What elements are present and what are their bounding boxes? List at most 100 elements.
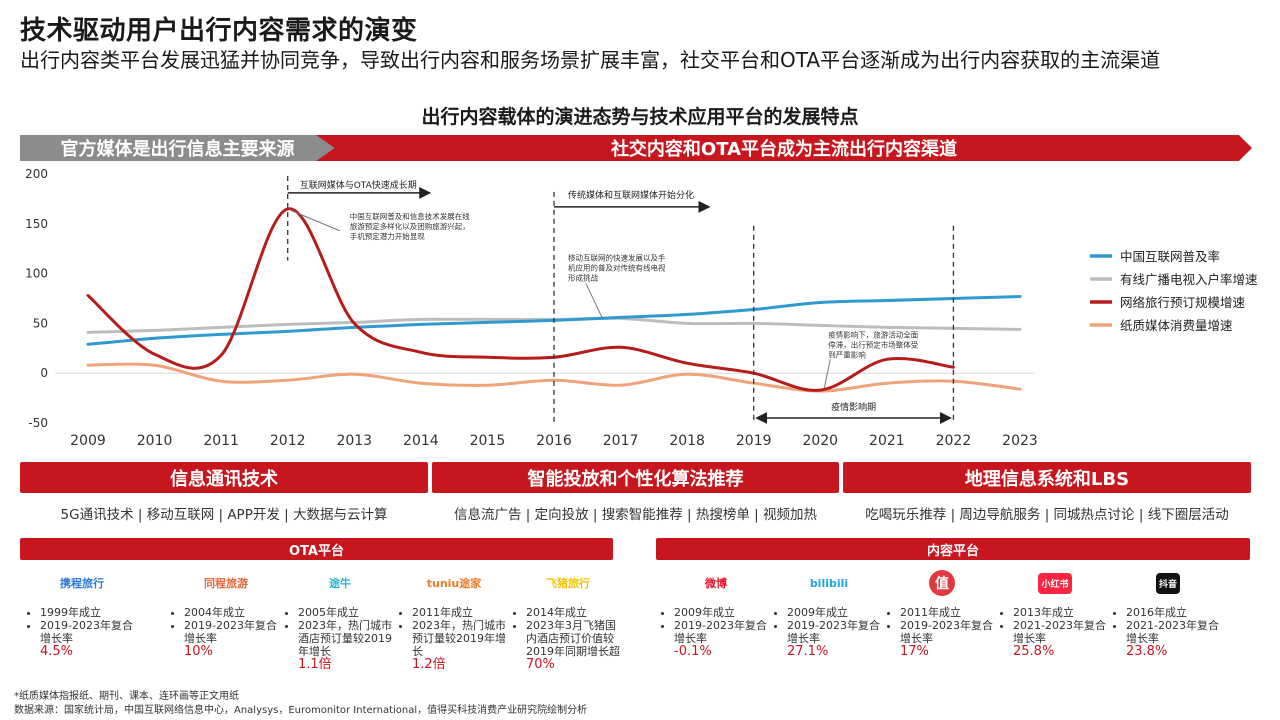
- phase-banner-official-media: 官方媒体是出行信息主要来源: [20, 135, 335, 161]
- tech-title: 地理信息系统和LBS: [964, 468, 1130, 490]
- founded-year: 2004年成立: [184, 606, 282, 619]
- growth-value: -0.1%: [674, 644, 712, 659]
- x-tick-label: 2015: [470, 433, 506, 449]
- x-tick-label: 2021: [869, 433, 905, 449]
- x-tick-label: 2010: [137, 433, 173, 449]
- growth-metric-label: 2021-2023年复合增长率: [1013, 619, 1106, 645]
- growth-value: 27.1%: [787, 644, 829, 659]
- platform-logo: 同程旅游: [170, 568, 282, 598]
- platform-logo: 小红书: [999, 568, 1111, 598]
- platform-logo: 微博: [660, 568, 772, 598]
- platform-logo: 抖音: [1112, 568, 1224, 598]
- growth-value: 25.8%: [1013, 644, 1055, 659]
- phase-label: 社交内容和OTA平台成为主流出行内容渠道: [610, 139, 958, 160]
- x-tick-label: 2019: [736, 433, 772, 449]
- page-title: 技术驱动用户出行内容需求的演变: [20, 16, 418, 46]
- ota-platform-card: 飞猪旅行 2014年成立2023年3月飞猪国内酒店预订价值较2019年同期增长超7…: [512, 568, 624, 671]
- y-tick-label: 50: [33, 316, 48, 330]
- founded-year: 2013年成立: [1013, 606, 1111, 619]
- platform-logo-text: 微博: [705, 577, 727, 590]
- platform-logo-text: 值: [929, 570, 955, 596]
- growth-value: 23.8%: [1126, 644, 1168, 659]
- tech-items-gis: 吃喝玩乐推荐 | 周边导航服务 | 同城热点讨论 | 线下圈层活动: [865, 507, 1229, 523]
- platform-facts: 2014年成立2023年3月飞猪国内酒店预订价值较2019年同期增长超70%: [512, 606, 624, 671]
- platform-facts: 2009年成立2019-2023年复合增长率-0.1%: [660, 606, 772, 658]
- growth-metric-label: 2023年，热门城市预订量较2019年增长: [412, 619, 506, 658]
- legend-label: 纸质媒体消费量增速: [1120, 318, 1233, 333]
- x-tick-label: 2022: [936, 433, 972, 449]
- founded-year: 2005年成立: [298, 606, 396, 619]
- x-tick-label: 2014: [403, 433, 439, 449]
- growth-value: 70%: [526, 657, 555, 672]
- growth-metric-label: 2019-2023年复合增长率: [40, 619, 133, 645]
- content-platform-card: 微博 2009年成立2019-2023年复合增长率-0.1%: [660, 568, 772, 658]
- growth-metric-label: 2023年3月飞猪国内酒店预订价值较2019年同期增长超: [526, 619, 620, 658]
- platform-logo: 携程旅行: [26, 568, 138, 598]
- tech-items-algorithm: 信息流广告 | 定向投放 | 搜索智能推荐 | 热搜榜单 | 视频加热: [453, 507, 818, 523]
- growth-metric-label: 2019-2023年复合增长率: [787, 619, 880, 645]
- annotation-2020: 疫情影响下，旅游活动全面停滞，出行预定市场整体受到严重影响: [828, 329, 918, 359]
- series-line-2: [86, 207, 955, 392]
- tech-title: 智能投放和个性化算法推荐: [527, 468, 744, 490]
- founded-year: 2014年成立: [526, 606, 624, 619]
- y-tick-label: 100: [25, 267, 48, 281]
- platform-logo: bilibili: [773, 568, 885, 598]
- ota-title: OTA平台: [289, 543, 344, 559]
- platform-logo-text: 携程旅行: [60, 577, 104, 590]
- growth-metric-label: 2019-2023年复合增长率: [674, 619, 767, 645]
- y-tick-label: 200: [25, 167, 48, 181]
- growth-value: 10%: [184, 644, 213, 659]
- tech-title: 信息通讯技术: [170, 468, 278, 490]
- platform-logo-text: 同程旅游: [204, 577, 248, 590]
- tech-header-gis: 地理信息系统和LBS: [843, 462, 1251, 493]
- data-source: 数据来源：国家统计局，中国互联网络信息中心，Analysys，Euromonit…: [14, 705, 588, 716]
- platform-logo-text: 抖音: [1155, 572, 1180, 594]
- growth-metric-label: 2023年，热门城市酒店预订量较2019年增长: [298, 619, 392, 658]
- tech-items-ict: 5G通讯技术 | 移动互联网 | APP开发 | 大数据与云计算: [60, 507, 388, 523]
- x-tick-label: 2011: [203, 433, 239, 449]
- leader-line-2020: [823, 359, 831, 389]
- platform-logo: 途牛: [284, 568, 396, 598]
- platform-logo-text: bilibili: [809, 576, 849, 590]
- annotation-2016: 移动互联网的快速发展以及手机应用的普及对传统有线电视形成挑战: [568, 253, 666, 283]
- phase-label: 官方媒体是出行信息主要来源: [60, 139, 295, 160]
- legend-label: 网络旅行预订规模增速: [1120, 295, 1246, 310]
- growth-metric-label: 2019-2023年复合增长率: [900, 619, 993, 645]
- founded-year: 2016年成立: [1126, 606, 1224, 619]
- founded-year: 2009年成立: [787, 606, 885, 619]
- leader-line-2012: [289, 209, 340, 232]
- growth-metric-label: 2019-2023年复合增长率: [184, 619, 277, 645]
- x-tick-label: 2020: [802, 433, 838, 449]
- platform-logo-text: 飞猪旅行: [546, 577, 590, 590]
- platform-logo: 值: [886, 568, 998, 598]
- platform-logo-text: tuniu途家: [426, 577, 482, 590]
- chart-title: 出行内容载体的演进态势与技术应用平台的发展特点: [421, 106, 859, 128]
- platform-logo-text: 小红书: [1038, 572, 1072, 594]
- growth-metric-label: 2021-2023年复合增长率: [1126, 619, 1219, 645]
- legend-label: 中国互联网普及率: [1120, 249, 1220, 264]
- tech-header-ict: 信息通讯技术: [20, 462, 428, 493]
- x-tick-label: 2012: [270, 433, 306, 449]
- x-tick-label: 2017: [603, 433, 639, 449]
- annotation-2012: 中国互联网普及和信息技术发展在线旅游预定多样化以及团购旅游兴起，手机预定潜力开始…: [350, 211, 470, 241]
- growth-value: 1.2倍: [412, 657, 446, 672]
